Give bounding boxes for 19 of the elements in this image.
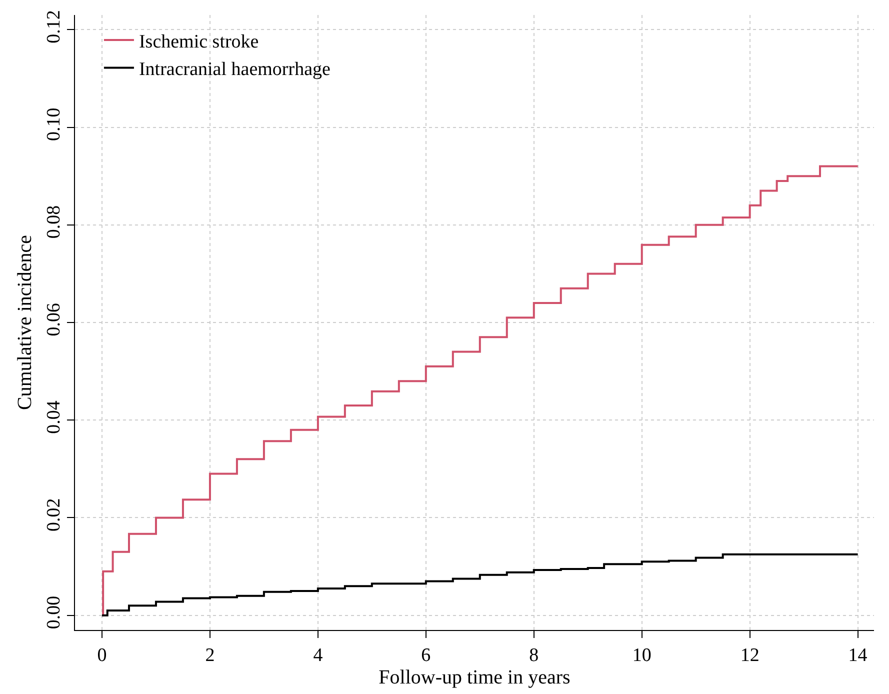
y-tick-label: 0.06 — [43, 303, 64, 336]
x-tick-label: 4 — [313, 644, 324, 666]
x-tick-label: 2 — [205, 644, 215, 666]
x-tick-label: 10 — [632, 644, 652, 666]
x-tick-label: 6 — [421, 644, 431, 666]
y-tick-label: 0.02 — [43, 498, 64, 532]
legend-label: Ischemic stroke — [138, 31, 259, 52]
x-tick-label: 12 — [740, 644, 760, 666]
x-tick-label: 0 — [97, 644, 107, 666]
y-axis-title: Cumulative incidence — [14, 234, 36, 410]
y-tick-label: 0.00 — [43, 596, 64, 630]
legend-label: Intracranial haemorrhage — [138, 59, 330, 80]
y-tick-label: 0.10 — [43, 108, 64, 142]
x-axis-title: Follow-up time in years — [378, 666, 571, 688]
x-tick-label: 14 — [848, 644, 868, 666]
y-tick-label: 0.08 — [43, 205, 64, 239]
y-tick-label: 0.12 — [43, 10, 64, 44]
x-tick-label: 8 — [529, 644, 539, 666]
y-tick-label: 0.04 — [43, 400, 64, 434]
